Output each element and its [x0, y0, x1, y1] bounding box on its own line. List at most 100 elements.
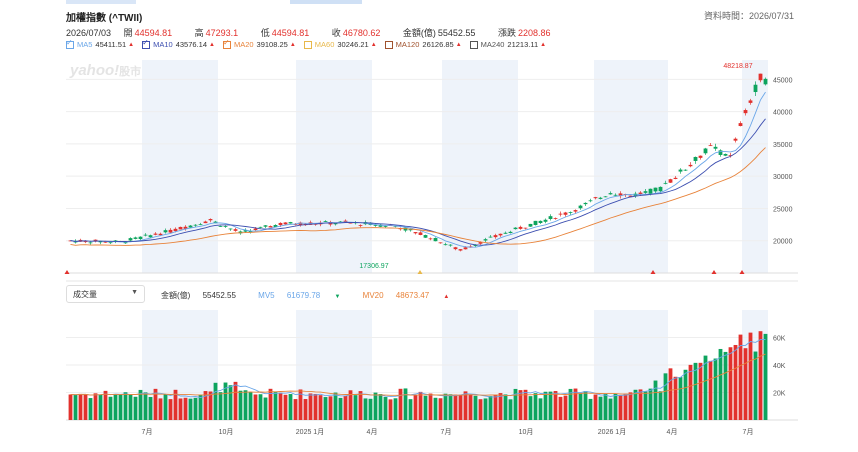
candle-body [558, 213, 563, 215]
volume-bar [128, 394, 133, 420]
price-tick-label: 25000 [773, 206, 793, 213]
high-label: 高 [194, 28, 204, 38]
candle-body [278, 222, 283, 226]
volume-bar [758, 331, 763, 420]
ma-label: MA5 [77, 40, 93, 49]
volume-bar [163, 394, 168, 420]
top-tab-active[interactable] [290, 0, 362, 4]
volume-bar [528, 396, 533, 420]
checkbox-icon[interactable] [303, 40, 312, 49]
volume-bar [608, 398, 613, 420]
amount-label: 金額(億) [402, 28, 436, 38]
candle-body [283, 222, 288, 225]
candle-body [413, 232, 418, 234]
volume-bar [273, 392, 278, 420]
volume-bar [543, 391, 548, 420]
candle-body [103, 241, 108, 243]
volume-bar [573, 388, 578, 420]
candle-body [578, 205, 583, 209]
volume-bar [483, 398, 488, 420]
candle-body [148, 235, 153, 238]
ma-toggle-ma120[interactable]: MA120 26126.85 ▲ [384, 40, 462, 49]
candle-body [728, 155, 733, 156]
high-value: 47293.1 [205, 28, 239, 38]
price-tick-label: 45000 [773, 77, 793, 84]
candle-body [553, 218, 558, 219]
volume-bar [658, 391, 663, 420]
candle-body [198, 224, 203, 226]
x-tick-label: 2025 1月 [296, 428, 324, 436]
candle-body [528, 223, 533, 227]
checkbox-icon[interactable] [384, 40, 393, 49]
max-price-label: 48218.87 [723, 63, 752, 70]
candle-body [378, 224, 383, 227]
candle-body [703, 148, 708, 154]
candle-body [673, 177, 678, 179]
volume-bar [518, 390, 523, 420]
candle-body [153, 233, 158, 235]
volume-bar [348, 390, 353, 420]
candle-body [478, 242, 483, 244]
volume-bar [578, 393, 583, 420]
volume-bar [373, 392, 378, 420]
volume-bar [393, 398, 398, 420]
low-value: 44594.81 [271, 28, 310, 38]
candle-body [618, 193, 623, 197]
volume-bar [293, 399, 298, 420]
volume-bar [213, 382, 218, 420]
candle-body [338, 221, 343, 223]
ma-toggle-ma60[interactable]: MA60 30246.21 ▲ [303, 40, 377, 49]
checkbox-icon[interactable] [66, 38, 74, 49]
candle-body [133, 237, 138, 239]
checkbox-icon[interactable] [142, 38, 151, 49]
volume-bar [203, 391, 208, 420]
volume-bar [228, 385, 233, 420]
volume-bar [613, 393, 618, 420]
change-label: 漲跌 [497, 28, 516, 38]
ma-toggle-ma240[interactable]: MA240 21213.11 ▲ [469, 40, 546, 49]
volume-bar [118, 394, 123, 420]
volume-bar [713, 358, 718, 420]
vol-amount-label: 金額(億) [161, 291, 191, 300]
up-arrow-icon: ▲ [289, 41, 296, 48]
candle-body [358, 225, 363, 226]
volume-bar [623, 393, 628, 420]
top-tab[interactable] [66, 0, 136, 4]
volume-bar [248, 392, 253, 420]
event-marker-icon [417, 270, 423, 274]
volume-bar [323, 397, 328, 420]
candle-body [448, 244, 453, 246]
quote-row: 2026/07/03 開 44594.81 高 47293.1 低 44594.81 … [66, 26, 571, 39]
volume-bar [603, 394, 608, 420]
indicator-select[interactable]: 成交量 ▼ [66, 285, 145, 303]
volume-bar [668, 368, 673, 420]
candle-body [223, 226, 228, 227]
volume-bar [703, 355, 708, 420]
price-tick-label: 40000 [773, 110, 793, 117]
ma20-line [70, 147, 766, 246]
candle-body [243, 230, 248, 232]
close-label: 收 [331, 28, 341, 38]
checkbox-icon[interactable] [469, 40, 478, 49]
ma-label: MA20 [233, 40, 254, 49]
volume-bar [98, 394, 103, 420]
candle-body [743, 110, 748, 114]
volume-bar [648, 388, 653, 420]
volume-bar [423, 395, 428, 420]
up-arrow-icon: ▲ [370, 41, 377, 48]
volume-bar [398, 388, 403, 420]
volume-bar [363, 398, 368, 420]
candle-body [683, 169, 688, 171]
checkbox-icon[interactable] [222, 38, 231, 49]
volume-bar [283, 394, 288, 420]
volume-bar [188, 398, 193, 420]
candle-body [738, 123, 743, 127]
volume-bar [83, 394, 88, 420]
volume-bar [223, 382, 228, 420]
close-value: 46780.62 [342, 28, 381, 38]
low-label: 低 [260, 28, 270, 38]
